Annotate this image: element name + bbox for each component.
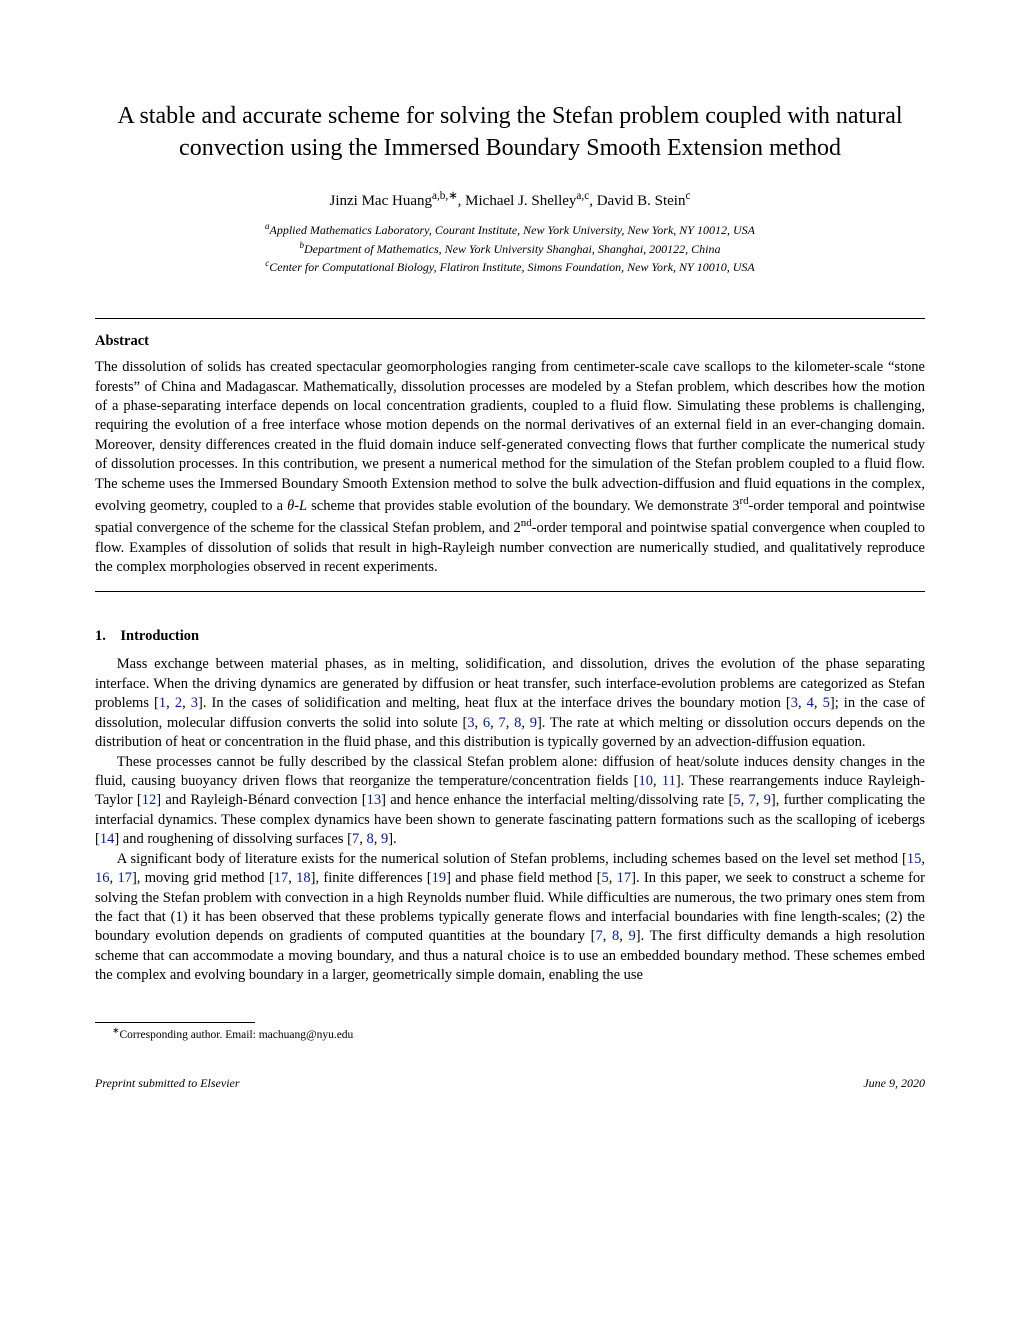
intro-paragraph-1: Mass exchange between material phases, a… — [95, 655, 925, 752]
footer-right: June 9, 2020 — [863, 1076, 925, 1091]
introduction-body: Mass exchange between material phases, a… — [95, 655, 925, 985]
intro-paragraph-2: These processes cannot be fully describe… — [95, 753, 925, 850]
paper-title: A stable and accurate scheme for solving… — [95, 100, 925, 165]
affiliations-block: aApplied Mathematics Laboratory, Courant… — [95, 220, 925, 276]
affiliation-c: cCenter for Computational Biology, Flati… — [95, 257, 925, 276]
footnote-rule — [95, 1022, 255, 1023]
affiliation-b: bDepartment of Mathematics, New York Uni… — [95, 239, 925, 258]
corresponding-author-footnote: ∗Corresponding author. Email: machuang@n… — [95, 1025, 925, 1043]
footer-left: Preprint submitted to Elsevier — [95, 1076, 240, 1091]
affiliation-a: aApplied Mathematics Laboratory, Courant… — [95, 220, 925, 239]
rule-bottom — [95, 591, 925, 592]
intro-paragraph-3: A significant body of literature exists … — [95, 850, 925, 986]
authors-line: Jinzi Mac Huanga,b,∗, Michael J. Shelley… — [95, 189, 925, 210]
abstract-heading: Abstract — [95, 333, 925, 350]
section-heading-intro: 1. Introduction — [95, 628, 925, 645]
abstract-text: The dissolution of solids has created sp… — [95, 358, 925, 577]
